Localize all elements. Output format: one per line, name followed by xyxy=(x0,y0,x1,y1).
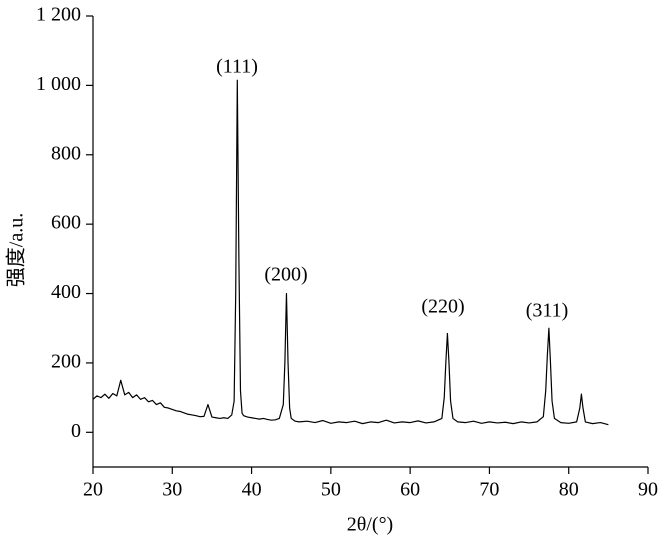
x-tick-label: 60 xyxy=(400,479,420,501)
x-tick-label: 50 xyxy=(321,479,341,501)
x-tick-label: 70 xyxy=(479,479,499,501)
y-tick-label: 600 xyxy=(51,212,81,234)
x-tick-label: 20 xyxy=(83,479,103,501)
y-tick-label: 1 200 xyxy=(36,4,81,26)
y-tick-label: 0 xyxy=(71,420,81,442)
x-tick-label: 30 xyxy=(162,479,182,501)
y-tick-label: 800 xyxy=(51,142,81,164)
y-tick-label: 400 xyxy=(51,281,81,303)
x-tick-label: 80 xyxy=(559,479,579,501)
annotation: (220) xyxy=(421,296,464,318)
y-tick-label: 200 xyxy=(51,351,81,373)
x-tick-label: 40 xyxy=(242,479,262,501)
annotation: (311) xyxy=(526,300,569,322)
annotation: (200) xyxy=(264,264,307,286)
y-axis-label: 强度/a.u. xyxy=(5,213,28,287)
annotation: (111) xyxy=(216,56,258,78)
y-tick-label: 1 000 xyxy=(36,73,81,95)
data-line xyxy=(92,79,609,426)
x-axis-label: 2θ/(°) xyxy=(347,514,393,536)
x-tick-label: 90 xyxy=(638,479,658,501)
